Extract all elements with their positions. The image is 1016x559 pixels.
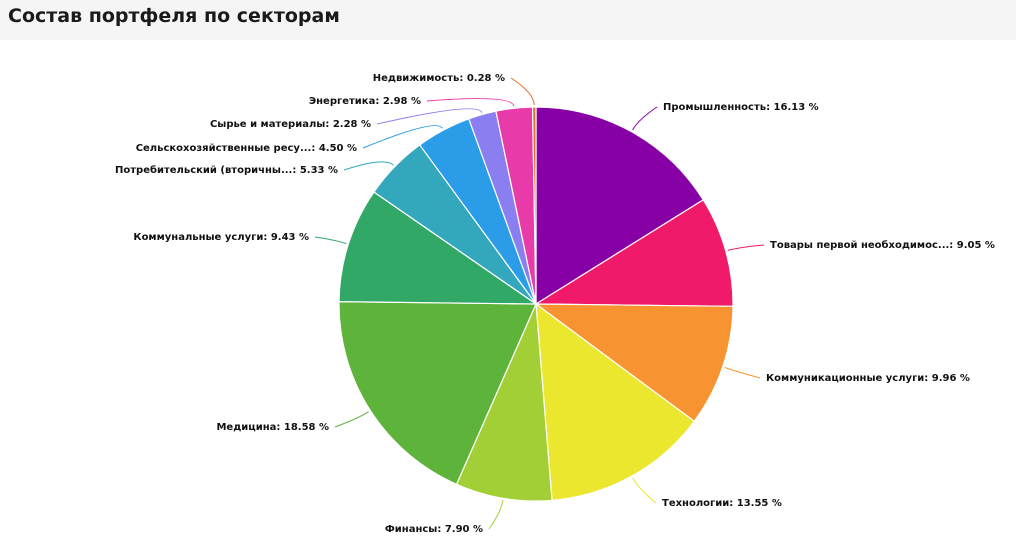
pie-slice[interactable] <box>535 302 696 501</box>
leader-line <box>343 161 394 171</box>
slice-label: Сельскохозяйственные ресу...: 4.50 % <box>136 143 357 154</box>
slice-label: Финансы: 7.90 % <box>385 524 483 535</box>
pie-slice[interactable] <box>455 303 553 502</box>
leader-line <box>314 236 347 245</box>
leader-line <box>724 367 761 379</box>
pie-slice[interactable] <box>531 106 537 305</box>
slice-label: Коммунальные услуги: 9.43 % <box>133 232 309 243</box>
leader-line <box>376 108 483 125</box>
slice-label: Промышленность: 16.13 % <box>663 102 819 113</box>
pie-slice[interactable] <box>535 106 705 306</box>
slice-label: Энергетика: 2.98 % <box>309 96 421 107</box>
slice-label: Недвижимость: 0.28 % <box>373 73 505 84</box>
leader-line <box>632 477 657 504</box>
slice-label: Коммуникационные услуги: 9.96 % <box>766 373 970 384</box>
slice-label: Товары первой необходимос...: 9.05 % <box>770 239 995 251</box>
slice-label: Технологии: 13.55 % <box>662 498 782 509</box>
pie-slice[interactable] <box>534 303 734 423</box>
slice-label: Сырье и материалы: 2.28 % <box>210 119 371 130</box>
leader-line <box>727 244 765 251</box>
leader-line <box>426 98 515 107</box>
leader-line <box>632 106 658 131</box>
leader-line <box>362 125 443 149</box>
page-title: Состав портфеля по секторам <box>8 5 340 27</box>
leader-line <box>488 500 504 530</box>
leader-line <box>334 411 369 428</box>
pie-slice[interactable] <box>338 191 538 305</box>
pie-slice[interactable] <box>338 301 537 486</box>
pie-slice[interactable] <box>533 199 734 307</box>
slice-label: Медицина: 18.58 % <box>216 422 329 433</box>
leader-line <box>510 77 535 106</box>
chart-header: Состав портфеля по секторам <box>0 0 1016 40</box>
slice-label: Потребительский (вторичны...: 5.33 % <box>115 164 338 176</box>
